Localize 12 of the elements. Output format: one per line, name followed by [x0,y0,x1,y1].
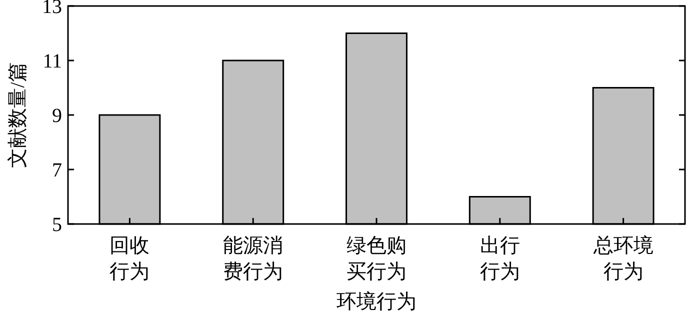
x-tick-label: 总环境行为 [592,235,654,283]
y-tick-label: 5 [52,214,62,236]
x-axis-title: 环境行为 [336,291,416,313]
x-tick-label: 绿色购买行为 [346,235,406,283]
y-tick-label: 9 [52,105,62,127]
x-tick-label: 能源消费行为 [223,235,284,283]
x-tick-label: 出行行为 [480,235,520,283]
y-tick-label: 7 [52,160,62,182]
x-tick-label: 回收行为 [110,235,150,283]
y-tick-label: 11 [42,50,62,72]
y-tick-label: 13 [42,0,62,18]
y-axis-title: 文献数量/篇 [7,62,29,168]
